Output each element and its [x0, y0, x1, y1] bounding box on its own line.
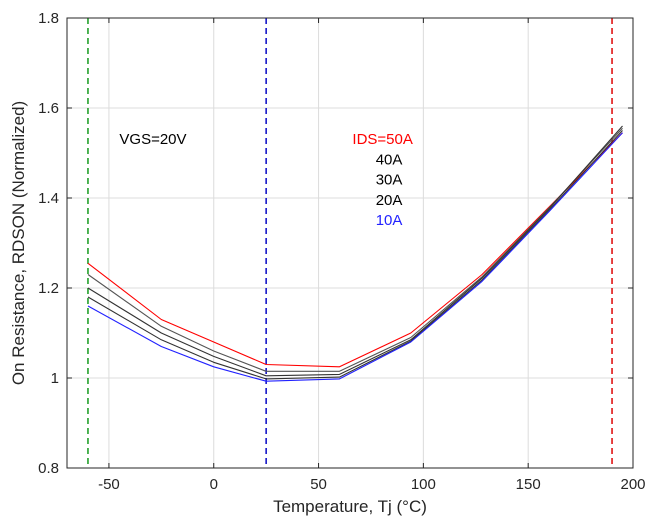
- annotation-label: VGS=20V: [119, 131, 186, 148]
- series-line: [87, 125, 623, 377]
- x-tick-label: 150: [516, 476, 541, 493]
- x-tick-label: 0: [210, 476, 218, 493]
- x-tick-label: -50: [98, 476, 120, 493]
- annotation-label: IDS=50A: [352, 131, 412, 148]
- series-lines: [87, 125, 623, 382]
- series-line: [87, 132, 623, 368]
- grid-lines: [67, 17, 634, 469]
- axis-ticks: -50 0 50 100 150 200 0.8 1 1.2 1.4 1.6 1.8: [38, 10, 645, 493]
- plot-area-frame: [66, 17, 634, 469]
- annotation-label: 40A: [376, 151, 403, 168]
- x-axis-title: Temperature, Tj (°C): [273, 497, 427, 516]
- y-axis-title: On Resistance, RDSON (Normalized): [9, 101, 28, 385]
- x-tick-label: 50: [310, 476, 327, 493]
- annotation-label: 30A: [376, 172, 403, 189]
- y-tick-label: 1.2: [38, 280, 59, 297]
- y-tick-label: 1.8: [38, 10, 59, 27]
- x-tick-label: 200: [620, 476, 645, 493]
- series-line: [87, 132, 623, 382]
- annotation-label: 10A: [376, 212, 403, 229]
- reference-lines: [87, 18, 613, 468]
- series-line: [87, 130, 623, 380]
- annotation-label: 20A: [376, 192, 403, 209]
- y-tick-label: 1.6: [38, 100, 59, 117]
- y-tick-label: 1: [51, 370, 59, 387]
- y-tick-label: 0.8: [38, 460, 59, 477]
- series-line: [87, 127, 623, 372]
- chart-annotations: VGS=20V IDS=50A 40A 30A 20A 10A: [119, 131, 412, 229]
- x-tick-label: 100: [411, 476, 436, 493]
- y-tick-label: 1.4: [38, 190, 59, 207]
